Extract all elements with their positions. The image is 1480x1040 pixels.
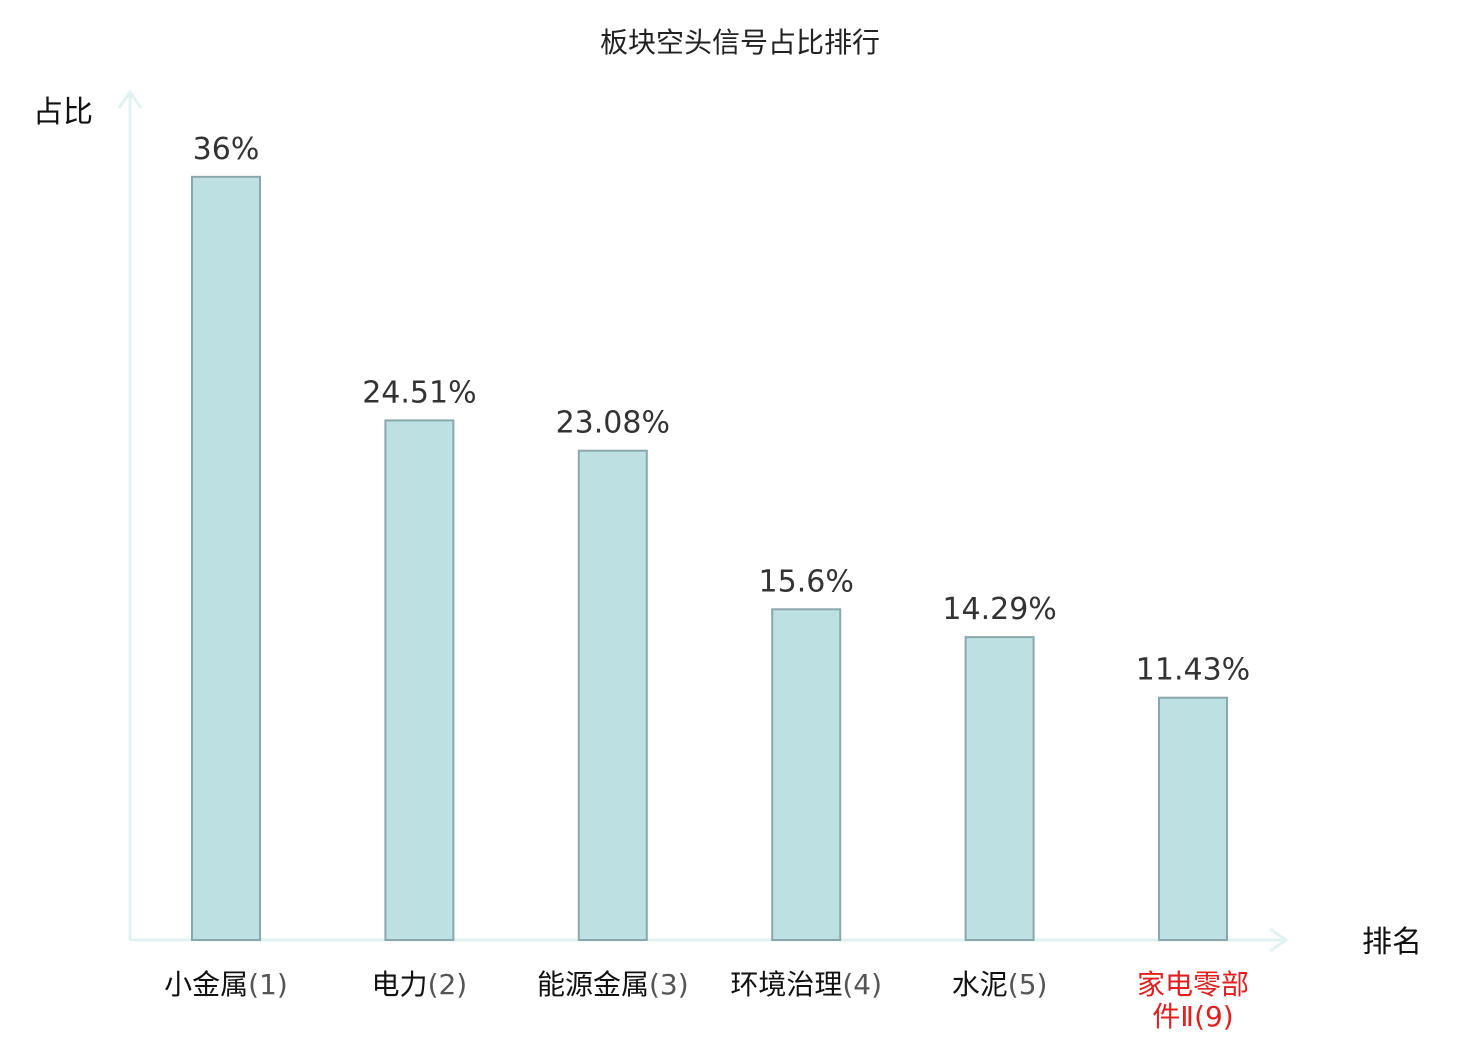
x-axis-title: 排名 — [1362, 925, 1422, 960]
value-label-5: 14.29% — [942, 592, 1056, 627]
category-rank-3: (3) — [649, 968, 689, 1001]
y-axis-title: 占比 — [33, 95, 93, 130]
category-label-5: 水泥(5) — [952, 968, 1048, 1001]
category-label-2: 电力(2) — [372, 968, 468, 1001]
x-axis — [130, 927, 1289, 953]
category-rank-2: (2) — [428, 968, 468, 1001]
y-axis-arrow — [117, 89, 143, 109]
category-rank-6: (9) — [1194, 1000, 1234, 1033]
category-label-4: 环境治理(4) — [730, 968, 882, 1001]
category-label-6-line2: 件Ⅱ(9) — [1152, 1000, 1233, 1033]
bar-4 — [771, 608, 842, 941]
category-label-1: 小金属(1) — [164, 968, 288, 1001]
value-label-3: 23.08% — [556, 406, 670, 441]
value-label-1: 36% — [193, 132, 260, 167]
bars-group — [191, 175, 1228, 942]
bar-6 — [1158, 696, 1228, 942]
category-rank-4: (4) — [842, 968, 882, 1001]
value-label-4: 15.6% — [759, 564, 854, 599]
y-axis — [117, 89, 143, 940]
bar-1 — [191, 175, 261, 942]
x-axis-arrow — [1269, 927, 1289, 953]
chart-title: 板块空头信号占比排行 — [600, 26, 880, 59]
category-label-6: 家电零部 — [1137, 968, 1249, 1001]
value-labels-group: 36% 24.51% 23.08% 15.6% 14.29% 11.43% — [193, 132, 1251, 688]
bar-3 — [577, 449, 648, 941]
value-label-6: 11.43% — [1136, 653, 1250, 688]
category-label-3: 能源金属(3) — [537, 968, 689, 1001]
bar-5 — [964, 636, 1035, 941]
category-rank-1: (1) — [248, 968, 288, 1001]
value-label-2: 24.51% — [362, 375, 476, 410]
category-rank-5: (5) — [1008, 968, 1048, 1001]
bar-2 — [384, 419, 455, 941]
